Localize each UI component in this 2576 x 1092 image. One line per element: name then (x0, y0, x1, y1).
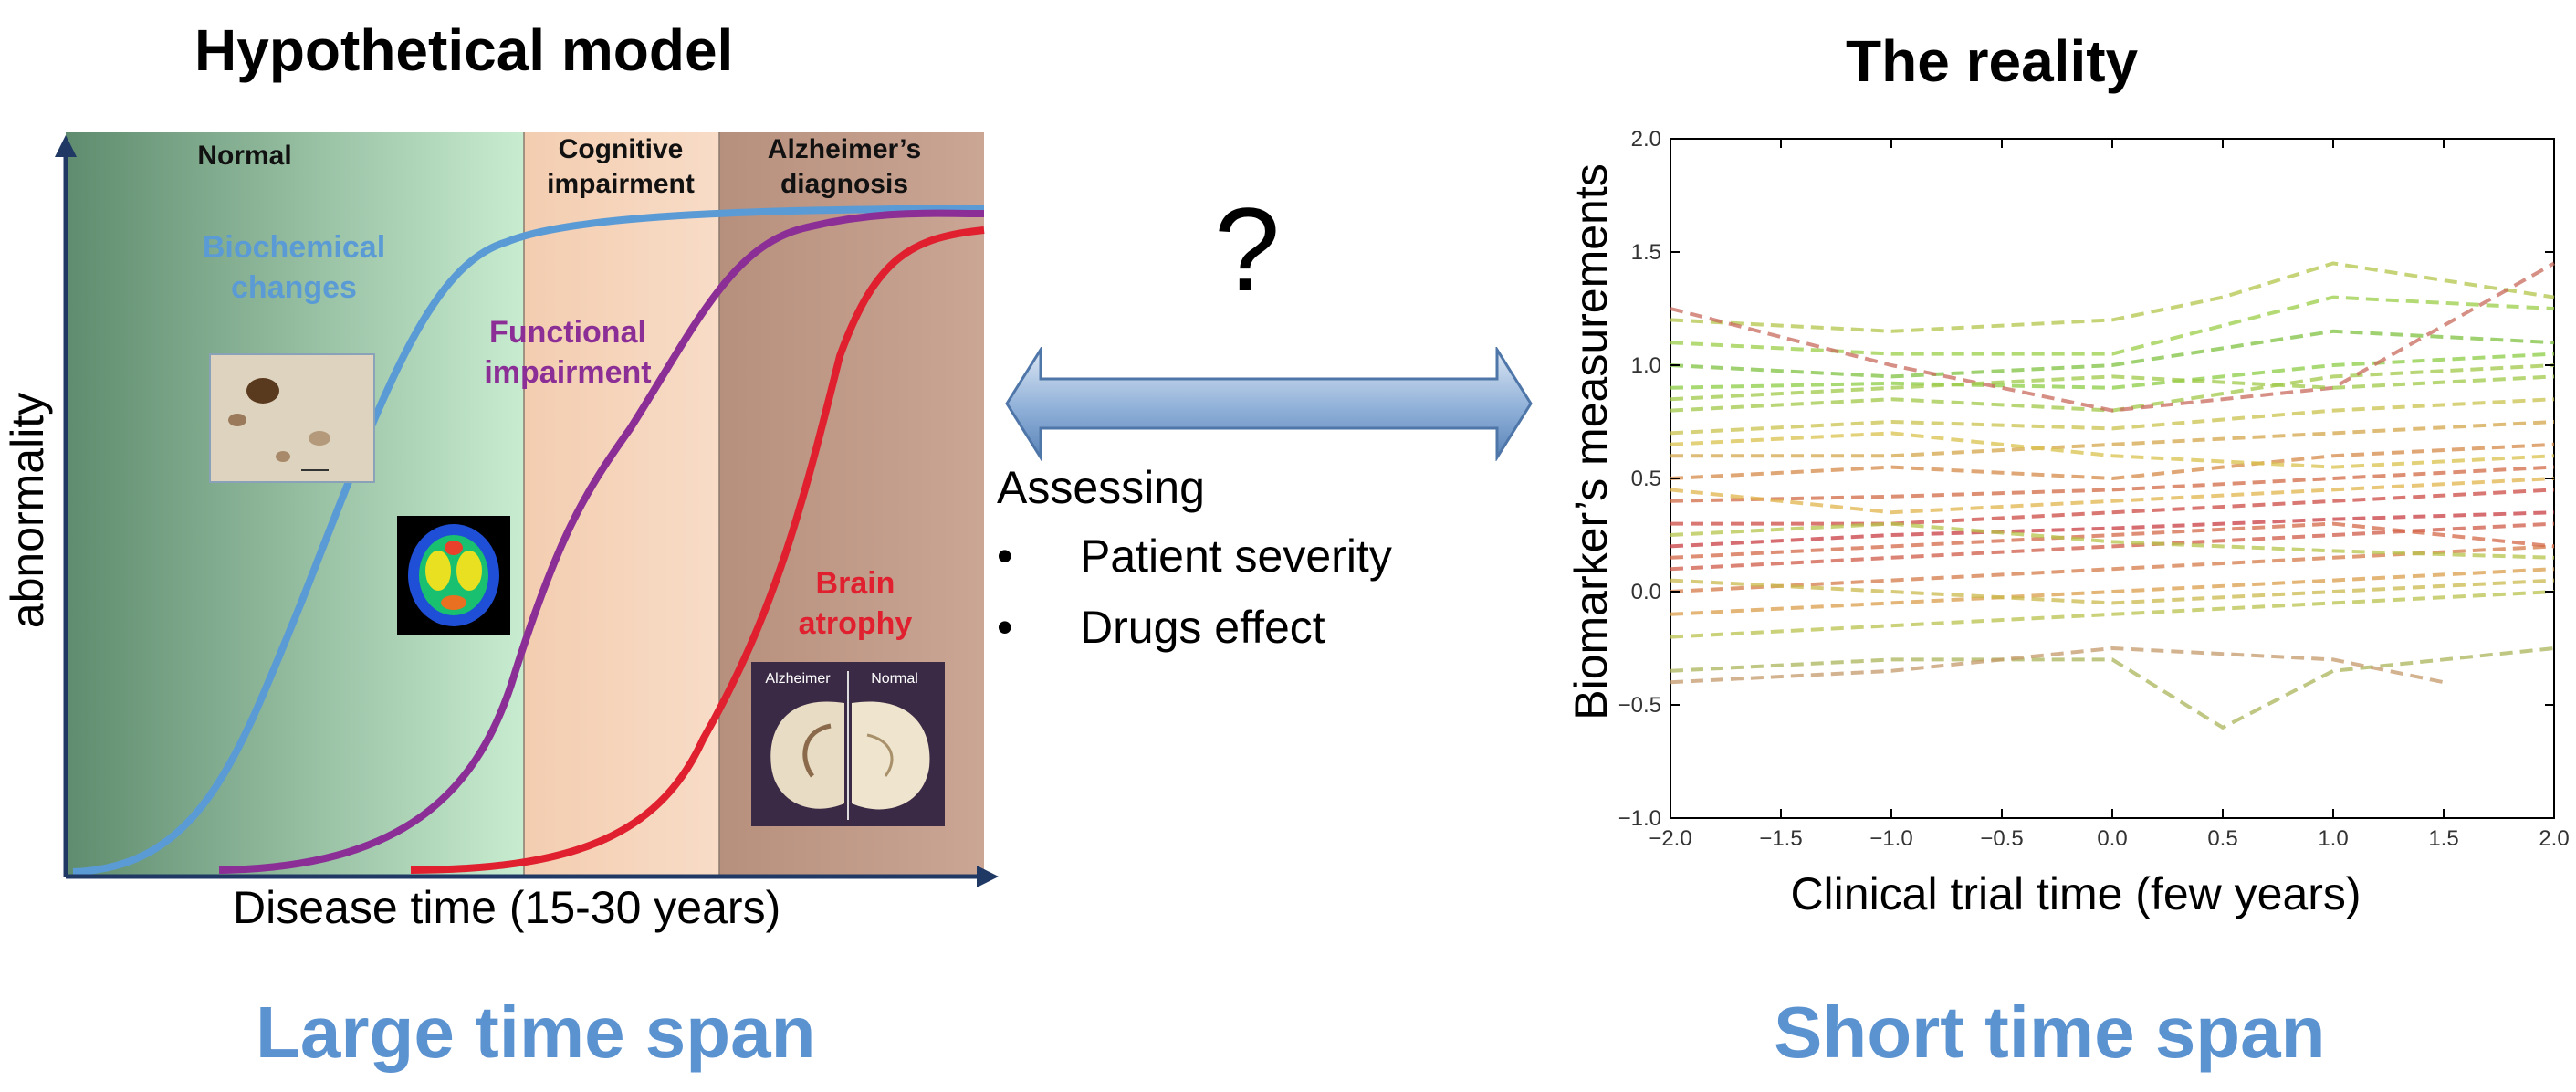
left-panel-title: Hypothetical model (194, 17, 734, 83)
question-mark: ? (1214, 183, 1281, 316)
left-footer: Large time span (256, 992, 816, 1073)
x-tick-label-3: −1.0 (1869, 826, 1912, 851)
x-tick-label-8: 1.5 (2428, 826, 2458, 851)
series-line-19 (1670, 261, 2555, 413)
series-line-13 (1670, 544, 2555, 593)
y-tick-label-4: 0.5 (1631, 467, 1661, 491)
svg-text:Normal: Normal (871, 671, 918, 687)
series-line-20 (1670, 431, 2555, 469)
series-line-7 (1670, 420, 2555, 458)
curve-biochemical-label: Biochemical changes (203, 230, 385, 305)
phase-normal (66, 132, 524, 877)
right-footer: Short time span (1774, 992, 2326, 1073)
reality-chart: −2.0 −1.5 −1.0 −0.5 0.0 0.5 1.0 1.5 2.0 −1.0 −0.5 0… (1565, 127, 2570, 919)
series-line-1 (1670, 329, 2555, 379)
y-tick-label-3: 0.0 (1631, 580, 1661, 604)
x-tick-label-1: −2.0 (1649, 826, 1691, 851)
bullet-1-marker: • (997, 530, 1013, 582)
series-line-9 (1670, 465, 2555, 503)
series-line-18 (1670, 646, 2445, 685)
phase-alzheimers-label: Alzheimer’s diagnosis (768, 134, 921, 199)
series-line-8 (1670, 442, 2555, 481)
series-line-14 (1670, 567, 2555, 616)
curve-functional (218, 209, 985, 874)
series-line-23 (1670, 477, 2555, 515)
hypothetical-model-diagram: Normal Cognitive impairment Alzheimer’s di… (55, 132, 999, 887)
y-tick-label-2: −0.5 (1618, 693, 1661, 718)
series-line-2 (1670, 352, 2555, 390)
brain-scan-image (397, 516, 510, 635)
y-tick-label-1: −1.0 (1618, 806, 1661, 831)
svg-text:Alzheimer: Alzheimer (765, 671, 831, 687)
left-ylabel: abnormality (2, 392, 53, 629)
series-line-11 (1670, 510, 2555, 549)
bullet-2-marker: • (997, 602, 1013, 653)
series-line-15 (1670, 578, 2555, 605)
phase-normal-label: Normal (197, 141, 291, 171)
y-tick-label-5: 1.0 (1631, 353, 1661, 378)
curve-atrophy (410, 226, 985, 874)
x-axis-label: Clinical trial time (few years) (1790, 868, 2361, 919)
series-line-5 (1670, 261, 2555, 333)
bullet-2-text: Drugs effect (1080, 602, 1325, 653)
curve-atrophy-label: Brain atrophy (799, 566, 913, 641)
brain-slice-image: Alzheimer Normal (751, 662, 945, 826)
series-line-16 (1670, 590, 2555, 639)
x-tick-label-7: 1.0 (2318, 826, 2348, 851)
curve-functional-label: Functional impairment (484, 315, 651, 390)
series-line-22 (1670, 521, 2555, 560)
series-line-21 (1670, 374, 2555, 402)
y-tick-label-7: 2.0 (1631, 127, 1661, 152)
series-line-10 (1670, 488, 2555, 526)
bullet-1-text: Patient severity (1080, 530, 1392, 582)
x-tick-label-9: 2.0 (2539, 826, 2569, 851)
series-line-3 (1670, 295, 2555, 356)
x-tick-label-4: −0.5 (1980, 826, 2023, 851)
assessing-heading: Assessing (997, 462, 1205, 513)
x-tick-label-2: −1.5 (1759, 826, 1802, 851)
left-xlabel: Disease time (15-30 years) (233, 882, 781, 933)
series-line-12 (1670, 521, 2555, 572)
series-line-24 (1670, 521, 2555, 560)
histology-image (209, 353, 375, 483)
phase-cognitive-label: Cognitive impairment (547, 134, 695, 199)
series-line-17 (1670, 646, 2555, 730)
curve-biochemical (72, 205, 985, 876)
y-axis-label: Biomarker’s measurements (1565, 163, 1617, 719)
x-tick-label-6: 0.5 (2207, 826, 2237, 851)
phase-cognitive (524, 132, 719, 877)
right-panel-title: The reality (1846, 28, 2139, 94)
y-tick-label-6: 1.5 (1631, 240, 1661, 265)
series-line-6 (1670, 397, 2555, 436)
double-arrow (1005, 347, 1533, 461)
x-tick-label-5: 0.0 (2097, 826, 2127, 851)
